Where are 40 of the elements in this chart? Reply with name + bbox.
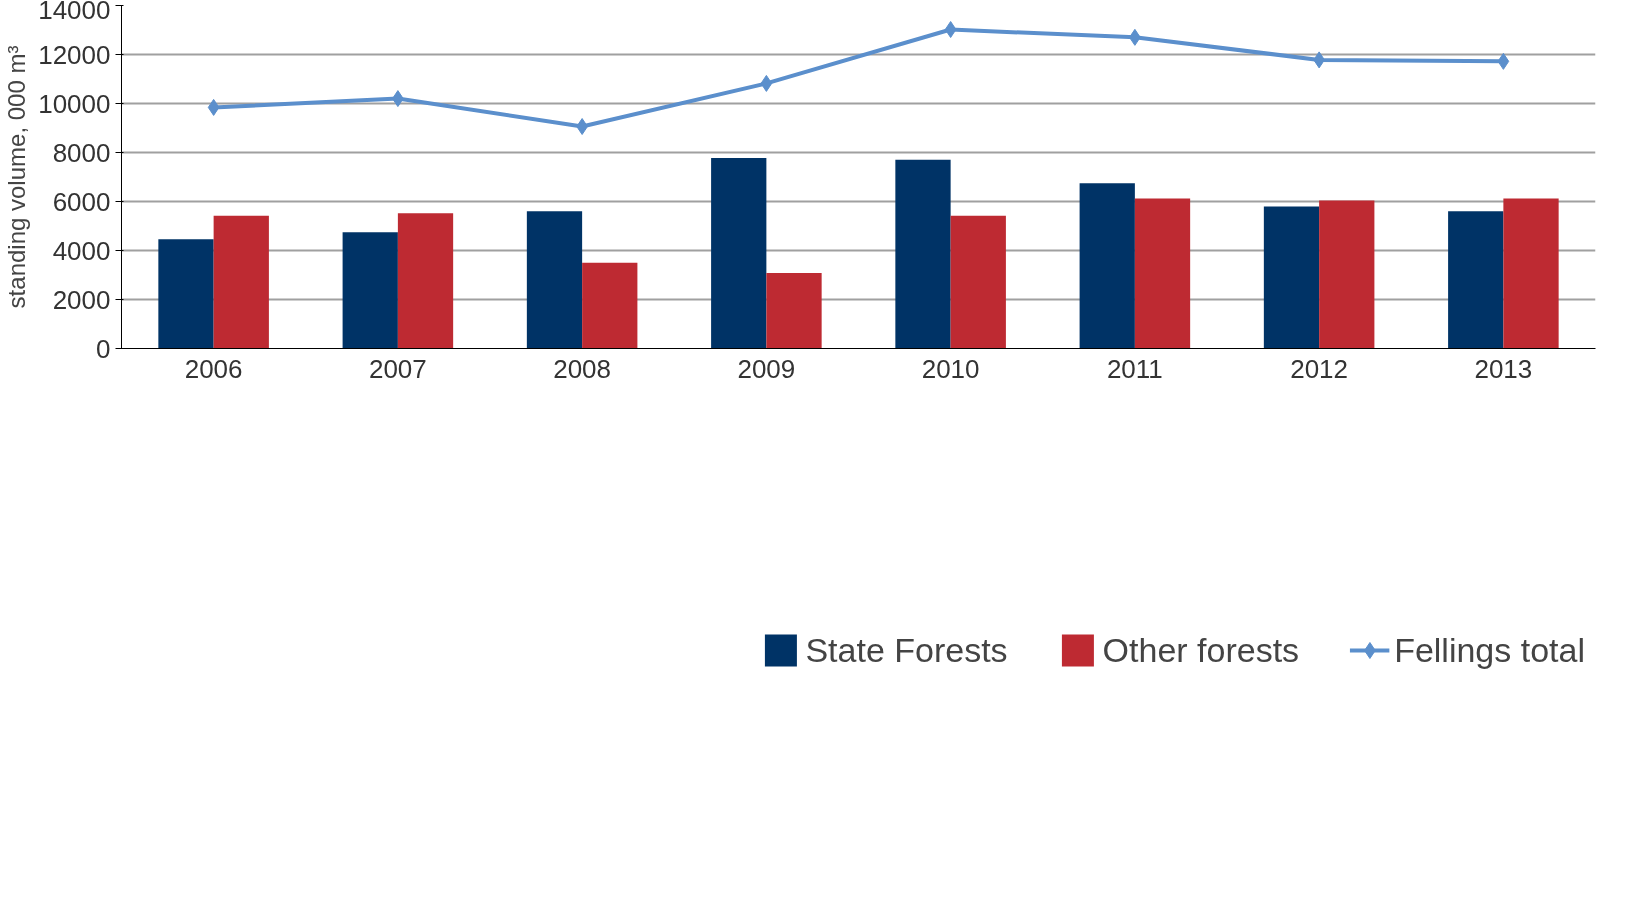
bar — [1134, 198, 1191, 349]
x-tick-label: 2013 — [1474, 353, 1533, 384]
y-tick-label: 8000 — [52, 137, 111, 168]
bar — [397, 213, 454, 349]
bar — [213, 215, 269, 349]
bar — [1319, 200, 1375, 349]
bar — [342, 232, 398, 349]
bar — [950, 215, 1006, 349]
y-tick-label: 12000 — [38, 39, 111, 70]
bar — [1503, 198, 1559, 349]
x-tick-label: 2012 — [1290, 353, 1349, 384]
x-tick-label: 2008 — [553, 353, 612, 384]
point — [760, 74, 773, 92]
bar — [1263, 206, 1320, 349]
bar — [582, 262, 638, 349]
x-tick-label: 2006 — [184, 353, 243, 384]
point — [207, 98, 220, 116]
y-tick-label: 6000 — [52, 186, 111, 217]
y-tick-label: 4000 — [52, 235, 111, 266]
point — [944, 21, 957, 39]
x-tick-label: 2009 — [737, 353, 796, 384]
bar — [1079, 183, 1135, 349]
x-tick-label: 2007 — [368, 353, 427, 384]
bar — [1448, 211, 1504, 349]
legend-label: State Forests — [805, 630, 1008, 670]
point — [1497, 52, 1510, 70]
legend-label: Other forests — [1102, 630, 1300, 670]
x-tick-label: 2011 — [1106, 353, 1163, 384]
bar — [158, 239, 214, 349]
legend-label: Fellings total — [1394, 630, 1585, 670]
x-tick-label: 2010 — [921, 353, 980, 384]
y-tick-label: 10000 — [38, 88, 111, 119]
y-tick-label: 0 — [96, 333, 111, 364]
bar — [895, 159, 951, 349]
y-tick-label: 2000 — [52, 284, 111, 315]
y-axis-title: standing volume, 000 m³ — [3, 45, 31, 309]
bar — [711, 157, 767, 349]
bar — [526, 211, 583, 349]
y-tick-label: 14000 — [38, 0, 111, 25]
bar — [766, 273, 822, 349]
